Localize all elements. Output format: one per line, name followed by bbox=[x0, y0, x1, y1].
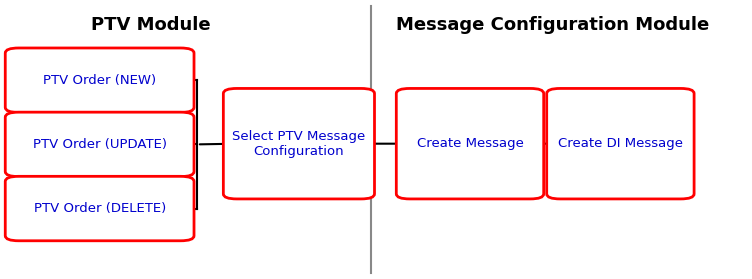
Text: Create Message: Create Message bbox=[417, 137, 523, 150]
Text: PTV Module: PTV Module bbox=[90, 16, 211, 34]
Text: Message Configuration Module: Message Configuration Module bbox=[396, 16, 709, 34]
Text: PTV Order (DELETE): PTV Order (DELETE) bbox=[34, 202, 165, 215]
FancyBboxPatch shape bbox=[396, 88, 544, 199]
Text: Select PTV Message
Configuration: Select PTV Message Configuration bbox=[232, 130, 365, 158]
FancyBboxPatch shape bbox=[223, 88, 374, 199]
FancyBboxPatch shape bbox=[5, 112, 194, 177]
Text: Create DI Message: Create DI Message bbox=[558, 137, 683, 150]
FancyBboxPatch shape bbox=[5, 176, 194, 241]
Text: PTV Order (UPDATE): PTV Order (UPDATE) bbox=[32, 138, 167, 151]
FancyBboxPatch shape bbox=[5, 48, 194, 112]
FancyBboxPatch shape bbox=[547, 88, 694, 199]
Text: PTV Order (NEW): PTV Order (NEW) bbox=[43, 74, 156, 87]
